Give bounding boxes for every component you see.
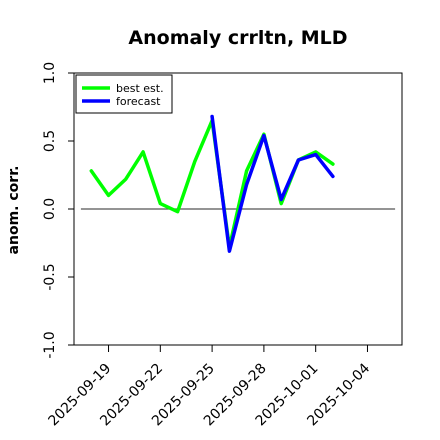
x-axis: 2025-09-192025-09-222025-09-252025-09-28… [46,345,373,429]
y-axis: -1.0 -0.5 0.0 0.5 1.0 [42,62,74,359]
y-tick-label: -1.0 [42,331,58,358]
y-tick-label: -0.5 [42,263,58,290]
series-line-forecast [210,114,335,253]
series-line-best-est [89,118,335,249]
y-tick-label: 0.5 [42,130,58,152]
legend-box [75,74,173,114]
legend: best est.forecast [75,74,173,114]
legend-label: best est. [116,82,164,95]
y-tick-label: 1.0 [42,62,58,84]
y-tick-label: 0.0 [42,198,58,220]
chart-title: Anomaly crrltn, MLD [128,27,347,49]
y-axis-label: anom. corr. [6,166,22,255]
plot-area [73,72,403,346]
legend-label: forecast [116,95,161,108]
